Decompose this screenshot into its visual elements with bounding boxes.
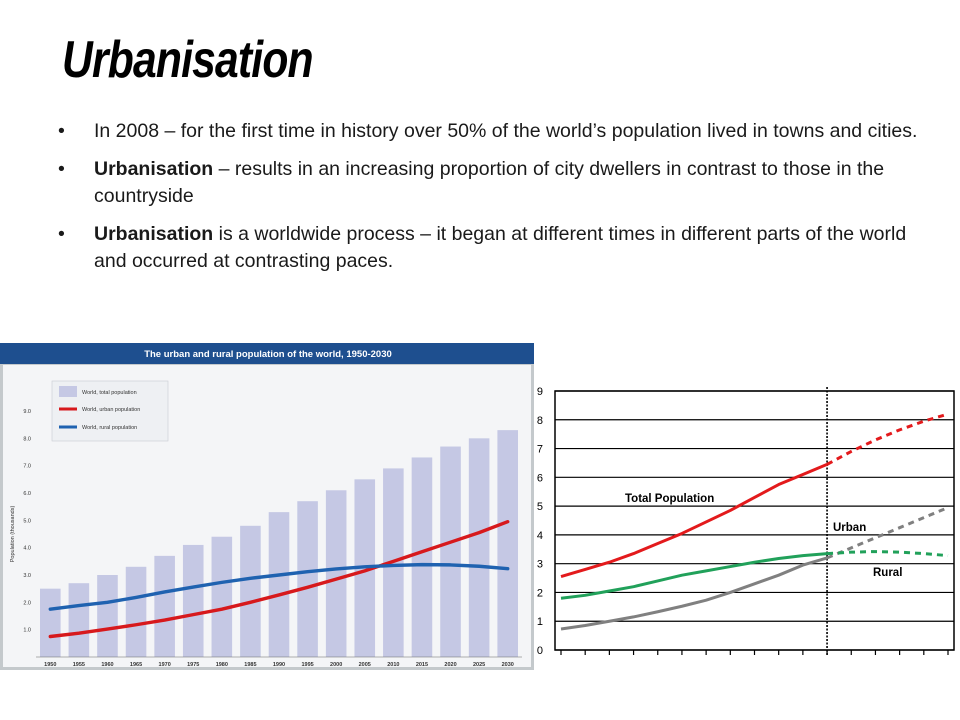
bar [468, 438, 490, 657]
x-tick-label: 1960 [101, 662, 113, 668]
bullet-item: • Urbanisation is a worldwide process – i… [58, 221, 918, 275]
series-label-rural: Rural [873, 567, 902, 579]
y-tick-label: 8 [537, 415, 543, 427]
series-line-urban [48, 519, 510, 639]
chart-title: The urban and rural population of the wo… [144, 349, 392, 360]
x-tick-label: 1975 [187, 662, 199, 668]
bar [125, 566, 147, 657]
x-tick-label: 1995 [301, 662, 313, 668]
bullet-text: – results in an increasing proportion of… [94, 158, 885, 207]
x-tick-label: 1970 [159, 662, 171, 668]
bar [182, 544, 204, 657]
x-tick-label: 2000 [330, 662, 342, 668]
y-tick-label: 1.0 [23, 628, 31, 634]
y-tick-label: 4.0 [23, 546, 31, 552]
series-label-total: Total Population [625, 493, 714, 505]
legend-label-urban: World, urban population [82, 407, 140, 413]
bullet-item: • Urbanisation – results in an increasing… [58, 156, 918, 210]
x-tick-label: 1955 [73, 662, 85, 668]
y-tick-label: 3.0 [23, 573, 31, 579]
x-tick-label: 1980 [216, 662, 228, 668]
y-tick-label: 9 [537, 386, 543, 398]
series-line-rural [48, 562, 510, 611]
x-tick-label: 2005 [359, 662, 371, 668]
world-population-bar-chart: The urban and rural population of the wo… [0, 343, 534, 670]
y-tick-label: 2.0 [23, 600, 31, 606]
y-tick-label: 5.0 [23, 518, 31, 524]
bar [297, 501, 318, 657]
series-line-rural [560, 552, 828, 600]
y-tick-label: 2 [537, 587, 543, 599]
y-axis-label: Population (thousands) [10, 506, 16, 563]
bar [440, 446, 461, 657]
x-tick-label: 2025 [473, 662, 485, 668]
plot-area [554, 390, 955, 651]
population-projection-line-chart: 0 1 2 3 4 5 6 7 8 9 Total Population Urban Rural [537, 386, 955, 657]
y-tick-label: 3 [537, 559, 543, 571]
legend-label-rural: World, rural population [82, 425, 137, 431]
x-tick-label: 2030 [502, 662, 514, 668]
bullet-text: In 2008 – for the first time in history … [94, 120, 918, 142]
x-tick-label: 1950 [44, 662, 56, 668]
legend-label-total: World, total population [82, 390, 137, 396]
x-tick-label: 2015 [416, 662, 428, 668]
bullet-text: is a worldwide process – it began at dif… [94, 223, 907, 272]
slide-title: Urbanisation [62, 31, 314, 89]
y-tick-label: 8.0 [23, 436, 31, 442]
bar [497, 430, 518, 657]
series-label-urban: Urban [833, 522, 866, 534]
bar [325, 490, 347, 657]
y-tick-label: 7 [537, 444, 543, 456]
x-tick-label: 1990 [273, 662, 285, 668]
chart-title-bar [0, 343, 534, 364]
bullet-list: • In 2008 – for the first time in history… [58, 118, 918, 286]
legend-box [51, 380, 169, 442]
bar [68, 583, 90, 657]
y-tick-label: 9.0 [23, 409, 31, 415]
y-tick-label: 7.0 [23, 464, 31, 470]
legend-swatch-total [59, 386, 77, 397]
x-tick-label: 1985 [244, 662, 256, 668]
bullet-item: • In 2008 – for the first time in history… [58, 118, 918, 145]
series-projection-total [826, 412, 949, 466]
series-projection-rural [826, 550, 949, 558]
y-tick-label: 5 [537, 501, 543, 513]
bar [240, 525, 261, 657]
y-tick-label: 4 [537, 530, 543, 542]
bullet-dot-icon: • [58, 223, 65, 245]
bar [411, 457, 433, 657]
y-tick-label: 0 [537, 645, 543, 657]
bar [154, 555, 175, 657]
x-tick-label: 1965 [130, 662, 142, 668]
bullet-dot-icon: • [58, 158, 65, 180]
series-line-urban [560, 556, 828, 631]
y-tick-label: 6.0 [23, 491, 31, 497]
y-tick-label: 6 [537, 472, 543, 484]
bullet-dot-icon: • [58, 120, 65, 142]
x-tick-label: 2010 [387, 662, 399, 668]
bar [268, 512, 290, 657]
bullet-bold-term: Urbanisation [94, 158, 214, 180]
bullet-bold-term: Urbanisation [94, 223, 214, 245]
series-line-total [560, 462, 828, 579]
bar [97, 575, 118, 657]
y-tick-label: 1 [537, 616, 543, 628]
x-tick-label: 2020 [444, 662, 456, 668]
bar [211, 536, 233, 657]
bar [40, 588, 61, 657]
